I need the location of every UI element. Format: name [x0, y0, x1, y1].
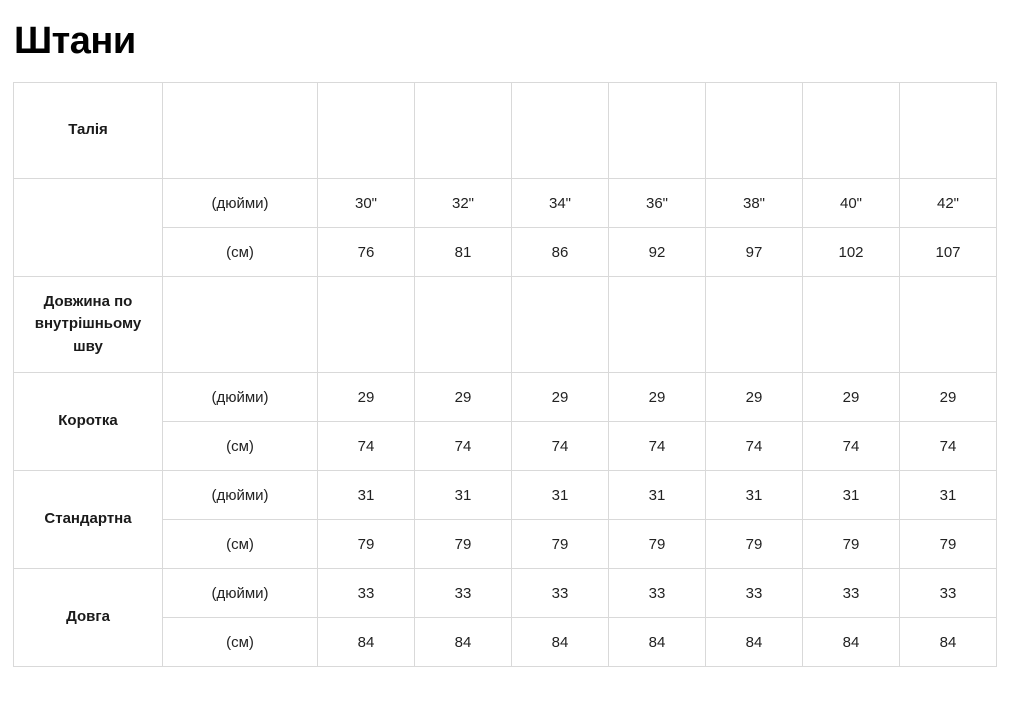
value-cell: 31: [802, 470, 900, 520]
value-cell: 84: [705, 617, 803, 667]
value-cell: 29: [608, 372, 706, 422]
size-table-body: Талія (дюйми) 30" 32" 34" 36" 38" 40" 42" (см) 76 8…: [13, 82, 997, 667]
value-cell: 79: [317, 519, 415, 569]
value-cell: 31: [317, 470, 415, 520]
value-cell: 74: [317, 421, 415, 471]
value-cell: 81: [414, 227, 512, 277]
value-cell: 74: [802, 421, 900, 471]
empty-cell: [162, 276, 318, 373]
value-cell: 74: [899, 421, 997, 471]
row-group-label: Стандартна: [13, 470, 163, 569]
row-group-label: Коротка: [13, 372, 163, 471]
row-group-label: [13, 178, 163, 277]
value-cell: 79: [899, 519, 997, 569]
unit-cell: (дюйми): [162, 372, 318, 422]
value-cell: 33: [511, 568, 609, 618]
value-cell: 29: [899, 372, 997, 422]
measurement-row: (см) 76 81 86 92 97 102 107: [14, 227, 997, 277]
empty-cell: [608, 82, 706, 179]
value-cell: 31: [899, 470, 997, 520]
value-cell: 29: [317, 372, 415, 422]
empty-cell: [162, 82, 318, 179]
measurement-row: (см) 84 84 84 84 84 84 84: [14, 617, 997, 667]
value-cell: 29: [511, 372, 609, 422]
value-cell: 33: [317, 568, 415, 618]
value-cell: 33: [608, 568, 706, 618]
value-cell: 84: [608, 617, 706, 667]
value-cell: 29: [705, 372, 803, 422]
empty-cell: [317, 276, 415, 373]
value-cell: 84: [899, 617, 997, 667]
value-cell: 79: [608, 519, 706, 569]
measurement-row: Коротка (дюйми) 29 29 29 29 29 29 29: [13, 372, 997, 471]
value-cell: 84: [317, 617, 415, 667]
value-cell: 79: [705, 519, 803, 569]
value-cell: 31: [705, 470, 803, 520]
empty-cell: [899, 82, 997, 179]
unit-cell: (см): [162, 227, 318, 277]
value-cell: 29: [802, 372, 900, 422]
empty-cell: [414, 82, 512, 179]
size-table: Талія (дюйми) 30" 32" 34" 36" 38" 40" 42" (см) 76 8…: [13, 82, 997, 667]
value-cell: 74: [414, 421, 512, 471]
value-cell: 84: [414, 617, 512, 667]
value-cell: 86: [511, 227, 609, 277]
value-cell: 84: [511, 617, 609, 667]
value-cell: 79: [414, 519, 512, 569]
value-cell: 76: [317, 227, 415, 277]
value-cell: 74: [608, 421, 706, 471]
value-cell: 33: [705, 568, 803, 618]
value-cell: 36": [608, 178, 706, 228]
value-cell: 84: [802, 617, 900, 667]
empty-cell: [414, 276, 512, 373]
empty-cell: [608, 276, 706, 373]
unit-cell: (см): [162, 617, 318, 667]
empty-cell: [511, 276, 609, 373]
section-header-row: Талія: [13, 82, 997, 179]
section-header-row: Довжина по внутрішньому шву: [13, 276, 997, 373]
empty-cell: [705, 82, 803, 179]
value-cell: 79: [511, 519, 609, 569]
unit-cell: (дюйми): [162, 470, 318, 520]
value-cell: 33: [414, 568, 512, 618]
page-title: Штани: [14, 20, 136, 62]
value-cell: 29: [414, 372, 512, 422]
value-cell: 74: [705, 421, 803, 471]
value-cell: 32": [414, 178, 512, 228]
measurement-row: (см) 79 79 79 79 79 79 79: [14, 519, 997, 569]
value-cell: 102: [802, 227, 900, 277]
value-cell: 40": [802, 178, 900, 228]
measurement-row: Стандартна (дюйми) 31 31 31 31 31 31 31: [13, 470, 997, 569]
row-group-label: Довга: [13, 568, 163, 667]
measurement-row: (см) 74 74 74 74 74 74 74: [14, 421, 997, 471]
unit-cell: (дюйми): [162, 568, 318, 618]
empty-cell: [705, 276, 803, 373]
value-cell: 38": [705, 178, 803, 228]
empty-cell: [511, 82, 609, 179]
value-cell: 34": [511, 178, 609, 228]
value-cell: 33: [802, 568, 900, 618]
value-cell: 33: [899, 568, 997, 618]
empty-cell: [802, 82, 900, 179]
value-cell: 74: [511, 421, 609, 471]
empty-cell: [802, 276, 900, 373]
value-cell: 30": [317, 178, 415, 228]
value-cell: 31: [511, 470, 609, 520]
value-cell: 107: [899, 227, 997, 277]
unit-cell: (дюйми): [162, 178, 318, 228]
value-cell: 31: [414, 470, 512, 520]
empty-cell: [317, 82, 415, 179]
value-cell: 42": [899, 178, 997, 228]
empty-cell: [899, 276, 997, 373]
value-cell: 79: [802, 519, 900, 569]
section-label: Довжина по внутрішньому шву: [13, 276, 163, 373]
unit-cell: (см): [162, 421, 318, 471]
unit-cell: (см): [162, 519, 318, 569]
section-label: Талія: [13, 82, 163, 179]
measurement-row: (дюйми) 30" 32" 34" 36" 38" 40" 42": [13, 178, 997, 277]
value-cell: 97: [705, 227, 803, 277]
value-cell: 92: [608, 227, 706, 277]
value-cell: 31: [608, 470, 706, 520]
measurement-row: Довга (дюйми) 33 33 33 33 33 33 33: [13, 568, 997, 667]
